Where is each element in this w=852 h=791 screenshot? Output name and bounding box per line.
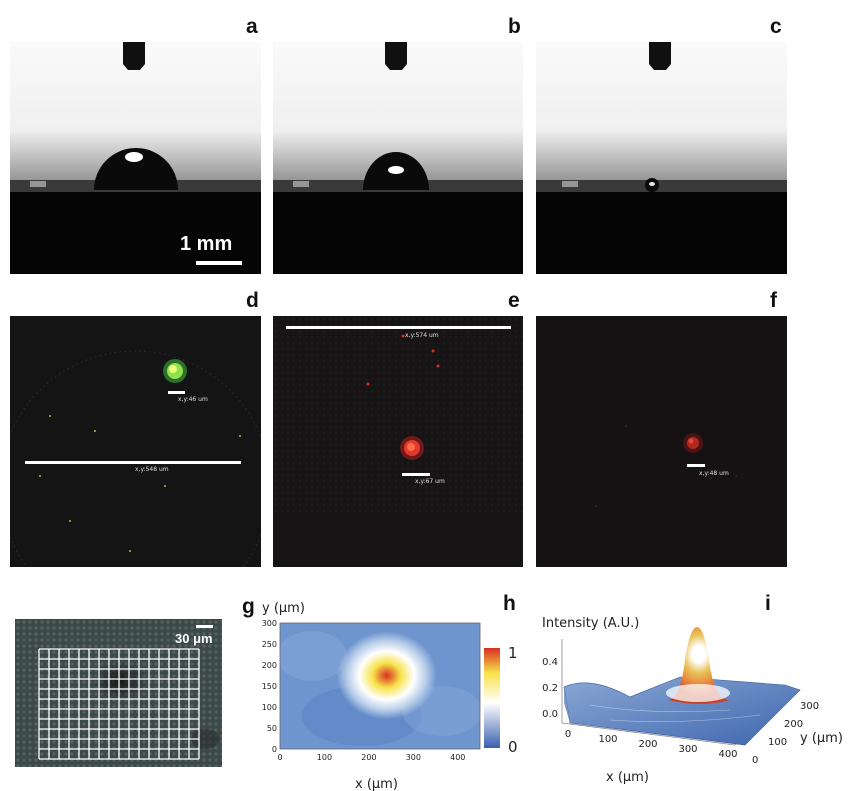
scale-label-e-large: x,y:574 um xyxy=(405,332,439,339)
scale-bar-e-small xyxy=(402,473,430,476)
surface-x-label: x (μm) xyxy=(606,770,649,785)
scale-label-f: x,y:48 um xyxy=(699,470,729,477)
surface-x-tick: 0 xyxy=(565,729,571,740)
scale-bar-e-large xyxy=(286,326,511,329)
grid-overlay-image: 30 μm xyxy=(15,619,222,767)
heatmap-y-tick: 200 xyxy=(262,661,277,670)
heatmap-y-tick: 0 xyxy=(272,745,277,754)
panel-label-g: g xyxy=(242,595,255,618)
scale-label-d-small: x,y:46 um xyxy=(178,396,208,403)
heatmap-colorbar xyxy=(484,648,500,748)
scale-bar-d-small xyxy=(168,391,185,394)
surface-x-tick: 100 xyxy=(598,734,617,745)
surface-z-tick: 0.0 xyxy=(542,709,558,720)
heatmap-x-tick: 300 xyxy=(406,753,421,762)
surface-z-tick: 0.4 xyxy=(542,657,558,668)
scale-label-e-small: x,y:67 um xyxy=(415,478,445,485)
panel-label-i: i xyxy=(765,592,771,615)
surface-y-tick: 200 xyxy=(784,719,803,730)
scale-label-grid: 30 μm xyxy=(175,631,213,646)
droplet-photo-b xyxy=(273,42,523,274)
scale-bar-grid xyxy=(196,625,213,628)
heatmap-y-tick: 50 xyxy=(267,724,277,733)
heatmap-x-tick: 100 xyxy=(317,753,332,762)
droplet-photo-c xyxy=(536,42,787,274)
heatmap-x-tick: 400 xyxy=(450,753,465,762)
heatmap-x-tick: 200 xyxy=(361,753,376,762)
panel-label-b: b xyxy=(508,15,521,38)
panel-label-d: d xyxy=(246,289,259,312)
fluorescence-image-e: x,y:574 um x,y:67 um xyxy=(273,316,523,567)
surface-y-label: y (μm) xyxy=(800,731,843,746)
surface-z-tick: 0.2 xyxy=(542,683,558,694)
heatmap-y-label: y (μm) xyxy=(262,601,305,616)
fluorescence-image-f: x,y:48 um xyxy=(536,316,787,567)
panel-label-f: f xyxy=(770,289,777,312)
panel-label-e: e xyxy=(508,289,520,312)
surface-base xyxy=(563,676,801,746)
scale-bar-f xyxy=(687,464,705,467)
scale-label-d-large: x,y:548 um xyxy=(135,466,169,473)
heatmap-y-tick: 100 xyxy=(262,703,277,712)
fluorescence-image-d: x,y:46 um x,y:548 um xyxy=(10,316,261,567)
heatmap-y-tick: 150 xyxy=(262,682,277,691)
surface-plot: Intensity (A.U.) 0.0 0.2 0.4 0 100 200 300 400… xyxy=(542,616,843,785)
surface-y-tick: 100 xyxy=(768,737,787,748)
panel-label-h: h xyxy=(503,592,516,615)
heatmap-x-label: x (μm) xyxy=(355,777,398,791)
scale-bar-d-large xyxy=(25,461,241,464)
colorbar-max-label: 1 xyxy=(508,644,518,662)
scale-bar-label-a: 1 mm xyxy=(180,233,233,255)
surface-y-tick: 300 xyxy=(800,701,819,712)
panel-label-c: c xyxy=(770,15,782,38)
surface-x-tick: 200 xyxy=(638,739,657,750)
droplet-photo-a: 1 mm xyxy=(10,42,261,274)
heatmap-x-tick: 0 xyxy=(277,753,282,762)
surface-x-tick: 400 xyxy=(718,749,737,760)
panel-label-a: a xyxy=(246,15,258,38)
heatmap-y-tick: 250 xyxy=(262,640,277,649)
surface-x-tick: 300 xyxy=(678,744,697,755)
heatmap-chart: y (μm) 0 100 200 300 400 050100150200250300 … xyxy=(262,601,518,791)
surface-z-label: Intensity (A.U.) xyxy=(542,616,639,631)
heatmap-peak xyxy=(336,631,437,720)
colorbar-min-label: 0 xyxy=(508,738,518,756)
surface-y-tick: 0 xyxy=(752,755,758,766)
heatmap-y-tick: 300 xyxy=(262,619,277,628)
surface-peak xyxy=(668,627,730,704)
